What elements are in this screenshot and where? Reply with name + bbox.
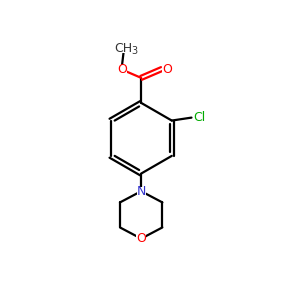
Text: O: O bbox=[117, 63, 127, 76]
FancyBboxPatch shape bbox=[193, 113, 205, 122]
Text: 3: 3 bbox=[131, 46, 138, 56]
Text: Cl: Cl bbox=[193, 111, 205, 124]
Text: CH: CH bbox=[114, 42, 133, 55]
FancyBboxPatch shape bbox=[162, 64, 172, 74]
FancyBboxPatch shape bbox=[117, 65, 127, 74]
FancyBboxPatch shape bbox=[137, 187, 146, 196]
FancyBboxPatch shape bbox=[118, 44, 134, 53]
Text: O: O bbox=[162, 62, 172, 76]
FancyBboxPatch shape bbox=[136, 234, 146, 243]
Text: O: O bbox=[136, 232, 146, 245]
Text: N: N bbox=[136, 185, 146, 198]
